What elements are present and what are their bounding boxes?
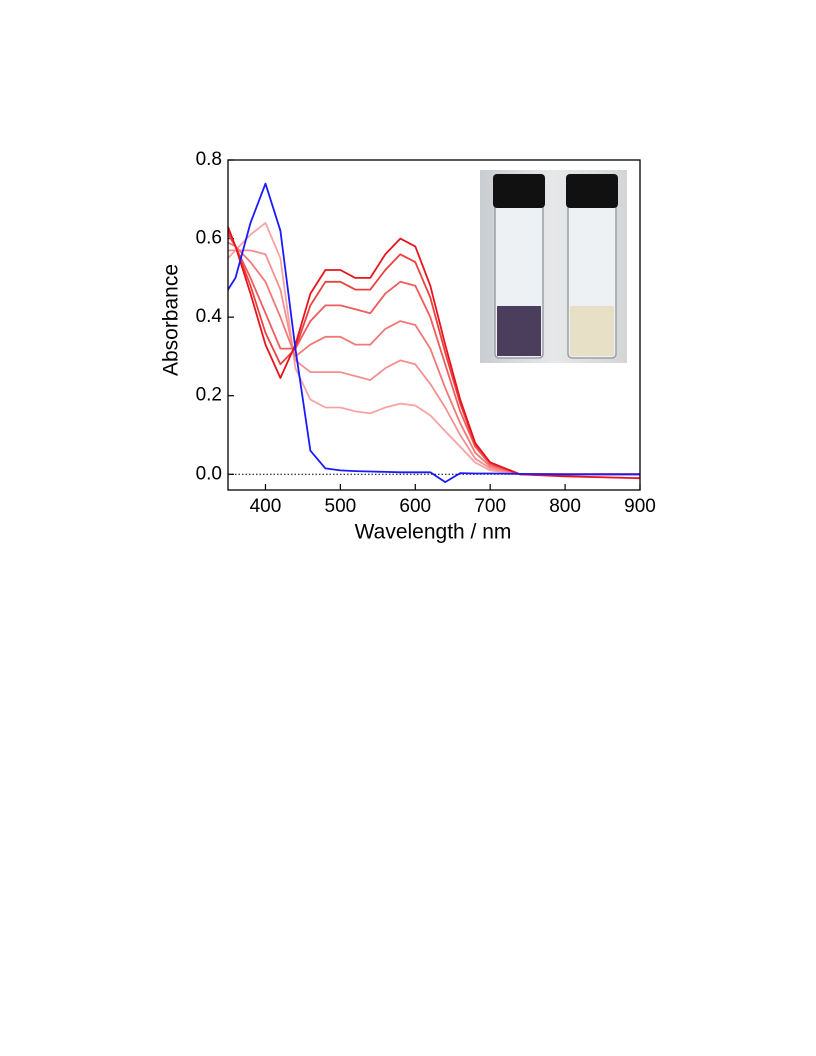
x-tick-label: 500 xyxy=(325,496,357,517)
spectrum-line xyxy=(227,234,640,476)
spectrum-line xyxy=(227,182,640,483)
y-tick-label: 0.8 xyxy=(196,149,222,170)
y-tick-label: 0.6 xyxy=(196,228,222,249)
spectrum-line xyxy=(227,226,641,480)
y-tick-label: 0.2 xyxy=(196,385,222,406)
x-tick-label: 900 xyxy=(624,496,656,517)
inset-photo xyxy=(480,170,627,363)
y-axis-title: Absorbance xyxy=(160,264,183,376)
x-axis-title: Wavelength / nm xyxy=(355,521,512,544)
spectrum-line xyxy=(227,241,640,476)
x-tick-label: 700 xyxy=(474,496,506,517)
y-tick-label: 0.4 xyxy=(196,306,223,327)
spectrum-line xyxy=(227,222,640,476)
x-tick-label: 400 xyxy=(250,496,282,517)
y-tick-label: 0.0 xyxy=(196,463,222,484)
spectrum-line xyxy=(228,249,640,476)
x-tick-label: 800 xyxy=(549,496,581,517)
x-tick-label: 600 xyxy=(399,496,431,517)
plot-frame xyxy=(227,159,641,491)
